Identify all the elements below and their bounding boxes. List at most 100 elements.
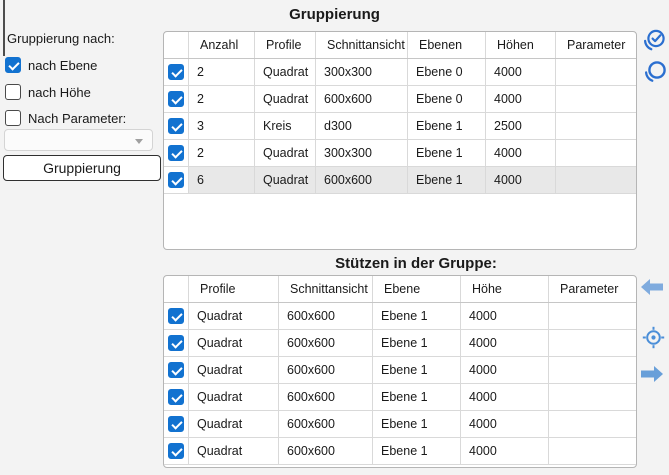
cell: Quadrat	[189, 303, 279, 329]
cell	[556, 140, 636, 166]
column-header[interactable]: Parameter	[560, 282, 619, 296]
row-checkbox-cell	[164, 113, 189, 139]
cell: Quadrat	[189, 357, 279, 383]
cell: 2	[189, 86, 255, 112]
row-checkbox[interactable]	[168, 91, 184, 107]
row-checkbox[interactable]	[168, 172, 184, 188]
checkbox-icon[interactable]	[5, 57, 21, 73]
column-header[interactable]: Ebenen	[408, 32, 486, 58]
column-header[interactable]	[164, 276, 189, 302]
row-checkbox[interactable]	[168, 389, 184, 405]
groups-table: Anzahl Profile Schnittansicht Ebenen Höhen Pa…	[163, 31, 637, 250]
cell: Ebene 1	[373, 411, 461, 437]
groups-table-header: Anzahl Profile Schnittansicht Ebenen Höhen Pa…	[164, 32, 636, 59]
check-all-icon[interactable]	[642, 28, 666, 57]
column-header[interactable]: Ebene	[373, 276, 461, 302]
cell: 4000	[486, 86, 556, 112]
row-checkbox[interactable]	[168, 308, 184, 324]
row-checkbox[interactable]	[168, 64, 184, 80]
column-header[interactable]	[164, 32, 189, 58]
checkbox-nach-parameter[interactable]: Nach Parameter:	[5, 110, 126, 126]
row-checkbox[interactable]	[168, 416, 184, 432]
cell	[549, 438, 636, 464]
row-checkbox[interactable]	[168, 443, 184, 459]
checkbox-icon[interactable]	[5, 110, 21, 126]
column-header[interactable]: Profile	[189, 276, 279, 302]
cell: Quadrat	[189, 438, 279, 464]
row-checkbox-cell	[164, 411, 189, 437]
row-checkbox-cell	[164, 167, 189, 193]
cell: Quadrat	[255, 140, 316, 166]
table-row[interactable]: 3 Kreis d300 Ebene 1 2500	[164, 113, 636, 140]
cell	[556, 59, 636, 85]
cell: Ebene 1	[373, 384, 461, 410]
row-checkbox-cell	[164, 357, 189, 383]
cell: Ebene 0	[408, 59, 486, 85]
column-header[interactable]: Parameter	[567, 38, 626, 52]
checkbox-label: nach Höhe	[28, 84, 91, 100]
cell: 4000	[461, 411, 549, 437]
row-checkbox[interactable]	[168, 118, 184, 134]
grouping-options-label: Gruppierung nach:	[7, 31, 115, 46]
checkbox-icon[interactable]	[5, 84, 21, 100]
column-header[interactable]: Höhen	[486, 32, 556, 58]
column-header[interactable]: Schnittansicht	[316, 32, 408, 58]
cell	[549, 411, 636, 437]
row-checkbox-cell	[164, 330, 189, 356]
cell: Quadrat	[255, 59, 316, 85]
cell: Kreis	[255, 113, 316, 139]
cell: 4000	[461, 438, 549, 464]
cell: 600x600	[279, 384, 373, 410]
column-header[interactable]: Höhe	[461, 276, 549, 302]
cell: 300x300	[316, 59, 408, 85]
row-checkbox[interactable]	[168, 335, 184, 351]
table-row[interactable]: Quadrat 600x600 Ebene 1 4000	[164, 384, 636, 411]
cell: Ebene 1	[408, 167, 486, 193]
locate-crosshair-icon[interactable]	[642, 326, 665, 354]
checkbox-nach-ebene[interactable]: nach Ebene	[5, 57, 97, 73]
row-checkbox[interactable]	[168, 362, 184, 378]
row-checkbox-cell	[164, 59, 189, 85]
cell	[556, 167, 636, 193]
cell: d300	[316, 113, 408, 139]
cell: Ebene 1	[408, 113, 486, 139]
parameter-dropdown[interactable]	[4, 129, 153, 151]
table-row[interactable]: Quadrat 600x600 Ebene 1 4000	[164, 438, 636, 465]
table-row[interactable]: 6 Quadrat 600x600 Ebene 1 4000	[164, 167, 636, 194]
groups-table-title: Gruppierung	[289, 6, 380, 23]
column-header[interactable]: Anzahl	[189, 32, 255, 58]
move-right-arrow-icon[interactable]	[641, 365, 663, 388]
table-row[interactable]: 2 Quadrat 300x300 Ebene 0 4000	[164, 59, 636, 86]
row-checkbox-cell	[164, 438, 189, 464]
checkbox-nach-hoehe[interactable]: nach Höhe	[5, 84, 91, 100]
column-header[interactable]: Schnittansicht	[279, 276, 373, 302]
cell	[549, 303, 636, 329]
uncheck-all-icon[interactable]	[643, 58, 667, 89]
column-header[interactable]: Profile	[255, 32, 316, 58]
move-left-arrow-icon[interactable]	[641, 278, 663, 301]
gruppierung-button[interactable]: Gruppierung	[3, 155, 161, 181]
members-table: Profile Schnittansicht Ebene Höhe Parameter …	[163, 275, 637, 468]
cell: 2500	[486, 113, 556, 139]
cell: Ebene 1	[373, 303, 461, 329]
cell: 4000	[461, 357, 549, 383]
cell: Ebene 1	[373, 330, 461, 356]
cell: Ebene 1	[373, 357, 461, 383]
table-row[interactable]: 2 Quadrat 600x600 Ebene 0 4000	[164, 86, 636, 113]
table-row[interactable]: Quadrat 600x600 Ebene 1 4000	[164, 411, 636, 438]
table-row[interactable]: Quadrat 600x600 Ebene 1 4000	[164, 303, 636, 330]
table-row[interactable]: 2 Quadrat 300x300 Ebene 1 4000	[164, 140, 636, 167]
checkbox-label: Nach Parameter:	[28, 110, 127, 126]
table-row[interactable]: Quadrat 600x600 Ebene 1 4000	[164, 330, 636, 357]
cell: 600x600	[316, 86, 408, 112]
row-checkbox-cell	[164, 140, 189, 166]
table-row[interactable]: Quadrat 600x600 Ebene 1 4000	[164, 357, 636, 384]
chevron-down-icon	[135, 139, 143, 144]
cell: 600x600	[316, 167, 408, 193]
cell	[549, 384, 636, 410]
cell: 2	[189, 59, 255, 85]
row-checkbox[interactable]	[168, 145, 184, 161]
cell: 4000	[461, 303, 549, 329]
cell: Quadrat	[255, 167, 316, 193]
